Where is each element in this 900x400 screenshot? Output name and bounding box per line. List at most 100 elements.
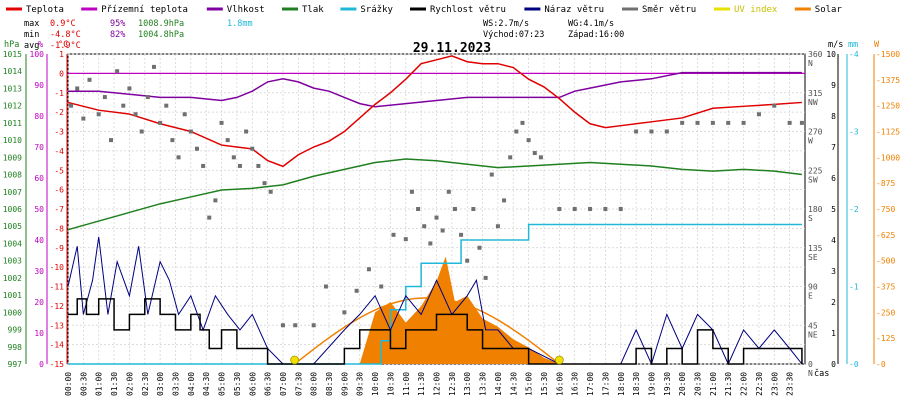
wind-direction-point — [756, 112, 761, 117]
time-tick-label: 22:30 — [755, 372, 764, 396]
time-tick-label: 01:00 — [95, 372, 104, 396]
hpa-tick-label: 1009 — [3, 153, 22, 162]
c-unit-label: °C — [58, 40, 68, 50]
wind-speed-line — [68, 298, 803, 365]
wind-direction-point — [710, 120, 715, 125]
wind-direction-point — [452, 207, 457, 211]
c-tick-label: -6 — [54, 186, 64, 195]
time-tick-label: 19:30 — [663, 372, 672, 396]
c-tick-label: -11 — [50, 283, 65, 292]
time-tick-label: 15:00 — [525, 372, 534, 396]
w-tick-label: -250 — [876, 308, 895, 317]
wind-direction-point — [256, 163, 261, 168]
ms-tick-label: 3 — [831, 267, 836, 276]
hpa-tick-label: 1013 — [3, 84, 22, 93]
c-tick-label: -1 — [54, 89, 64, 98]
wind-direction-point — [799, 120, 804, 125]
sunset-marker — [554, 355, 564, 365]
wind-direction-point — [108, 138, 113, 143]
wind-direction-point — [139, 129, 144, 134]
time-tick-label: 00:00 — [64, 372, 73, 396]
wind-direction-point — [532, 151, 537, 156]
wind-direction-point — [695, 120, 700, 125]
pct-tick-label: 20 — [34, 298, 44, 307]
legend-label-0: Teplota — [26, 5, 64, 15]
wind-direction-point — [145, 95, 150, 100]
hpa-tick-label: 1008 — [3, 171, 22, 180]
time-tick-label: 06:00 — [248, 372, 257, 396]
humidity-line — [68, 71, 802, 108]
hpa-tick-label: 1010 — [3, 136, 22, 145]
wind-direction-point — [588, 207, 593, 211]
pct-tick-label: 0 — [39, 360, 44, 369]
time-tick-label: 07:30 — [294, 372, 303, 396]
wind-direction-point — [237, 163, 242, 168]
stat-avg-temp: -1.9°C — [50, 41, 81, 51]
c-tick-label: -14 — [50, 341, 65, 350]
c-tick-label: -13 — [50, 321, 65, 330]
ms-tick-label: 8 — [831, 112, 836, 121]
dir-tick-cardinal: N — [808, 369, 813, 378]
time-tick-label: 18:00 — [617, 372, 626, 396]
w-tick-label: -125 — [876, 334, 895, 343]
wind-direction-point — [170, 138, 175, 143]
wind-direction-point — [459, 232, 464, 237]
dir-tick-cardinal: SW — [808, 175, 818, 184]
pct-tick-label: 30 — [34, 267, 44, 276]
time-tick-label: 14:00 — [494, 372, 503, 396]
pct-tick-label: 90 — [34, 81, 44, 90]
wind-direction-point — [75, 86, 80, 91]
dir-tick-cardinal: NE — [808, 330, 818, 339]
hpa-tick-label: 1006 — [3, 205, 22, 214]
time-tick-label: 03:30 — [171, 372, 180, 396]
hpa-tick-label: 998 — [8, 343, 23, 352]
wind-direction-point — [434, 215, 439, 220]
pct-tick-label: 40 — [34, 236, 44, 245]
dir-tick-cardinal: E — [808, 292, 813, 301]
wind-direction-point — [440, 228, 445, 233]
dir-tick-cardinal: NW — [808, 98, 818, 107]
hpa-tick-label: 1000 — [3, 308, 22, 317]
wind-direction-point — [366, 267, 371, 272]
stat-min-press: 1004.8hPa — [138, 30, 184, 40]
wind-direction-point — [244, 129, 249, 134]
rain-line — [68, 223, 802, 365]
wind-direction-point — [280, 323, 285, 328]
ms-tick-label: 5 — [831, 205, 836, 214]
wind-direction-point — [495, 224, 500, 229]
dir-tick-label: 45 — [808, 321, 818, 330]
ms-tick-label: 6 — [831, 174, 836, 183]
legend-label-9: Solar — [815, 5, 843, 15]
ms-tick-label: 4 — [831, 236, 836, 245]
axis-unit-labels: hPa % °C m/s mm W čas — [4, 40, 880, 379]
hpa-tick-label: 1007 — [3, 188, 22, 197]
wind-direction-point — [151, 64, 156, 69]
ms-tick-label: 10 — [826, 50, 836, 59]
hpa-tick-label: 1002 — [3, 274, 22, 283]
stat-min-hum: 82% — [110, 30, 125, 40]
wind-direction-point — [188, 129, 193, 134]
wind-direction-point — [81, 116, 86, 121]
time-tick-label: 06:30 — [264, 372, 273, 396]
time-tick-label: 11:30 — [417, 372, 426, 396]
time-tick-label: 13:30 — [479, 372, 488, 396]
chart-title: 29.11.2023 — [413, 41, 491, 56]
hpa-tick-label: 1001 — [3, 291, 22, 300]
dir-tick-label: 360 — [808, 50, 823, 59]
c-tick-label: -4 — [54, 147, 64, 156]
wind-direction-point — [489, 172, 494, 177]
stat-wg: WG:4.1m/s — [568, 19, 614, 29]
wind-direction-point — [96, 112, 101, 117]
hpa-tick-label: 1005 — [3, 222, 22, 231]
wind-direction-point — [603, 207, 608, 211]
legend-label-7: Směr větru — [642, 5, 696, 15]
time-tick-label: 21:30 — [724, 372, 733, 396]
mm-unit-label: mm — [848, 40, 858, 50]
time-tick-label: 16:00 — [555, 372, 564, 396]
time-tick-label: 00:30 — [79, 372, 88, 396]
sunrise-marker — [290, 355, 299, 365]
time-tick-label: 02:00 — [125, 372, 134, 396]
time-tick-label: 05:30 — [233, 372, 242, 396]
wind-direction-point — [483, 275, 488, 280]
